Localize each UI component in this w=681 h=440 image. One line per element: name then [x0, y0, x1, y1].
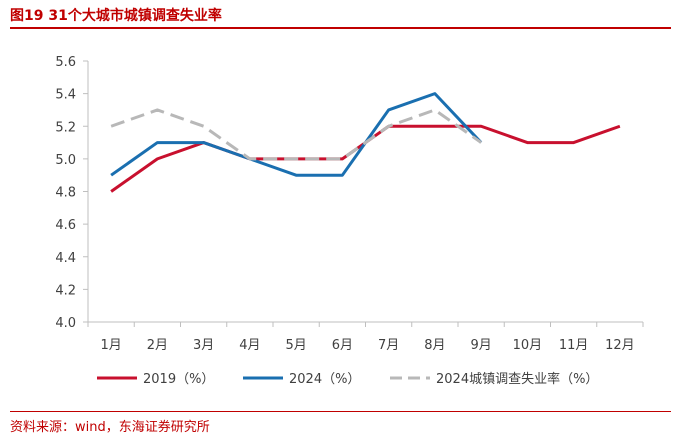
x-tick-label: 10月	[513, 338, 543, 353]
x-tick-label: 1月	[100, 338, 121, 353]
series-line-2	[110, 108, 482, 161]
y-tick-label: 5.6	[55, 55, 76, 70]
x-tick-label: 9月	[470, 338, 491, 353]
y-tick-label: 4.0	[55, 316, 76, 331]
legend-label-1: 2024（%）	[289, 372, 360, 387]
chart-lines	[110, 92, 621, 193]
y-tick-label: 5.0	[55, 153, 76, 168]
x-tick-label: 2月	[147, 338, 168, 353]
chart-axes: 4.0 4.2 4.4 4.6 4.8 5.0 5.2 5.4 5.6 1月 2月 3月 4月 5月 6月 7…	[55, 55, 644, 353]
x-tick-label: 11月	[559, 338, 589, 353]
y-tick-label: 4.6	[55, 218, 76, 233]
x-tick-label: 4月	[239, 338, 260, 353]
legend-label-0: 2019（%）	[143, 372, 214, 387]
x-tick-label: 6月	[332, 338, 353, 353]
x-tick-label: 7月	[378, 338, 399, 353]
series-line-0	[110, 124, 621, 193]
series-line-1	[110, 92, 483, 177]
y-tick-label: 5.4	[55, 88, 76, 103]
y-tick-label: 4.8	[55, 186, 76, 201]
x-tick-label: 3月	[193, 338, 214, 353]
x-tick-label: 12月	[605, 338, 635, 353]
y-tick-label: 5.2	[55, 120, 76, 135]
x-tick-label: 8月	[424, 338, 445, 353]
figure-title: 图19 31个大城市城镇调查失业率	[10, 8, 222, 24]
y-tick-label: 4.4	[55, 251, 76, 266]
y-tick-label: 4.2	[55, 283, 76, 298]
title-rule	[10, 27, 671, 29]
chart-legend: 2019（%） 2024（%） 2024城镇调查失业率（%）	[97, 371, 598, 387]
source-note: 资料来源：wind，东海证券研究所	[10, 420, 210, 435]
source-rule	[10, 411, 671, 412]
legend-label-2: 2024城镇调查失业率（%）	[436, 371, 598, 387]
x-tick-label: 5月	[285, 338, 306, 353]
